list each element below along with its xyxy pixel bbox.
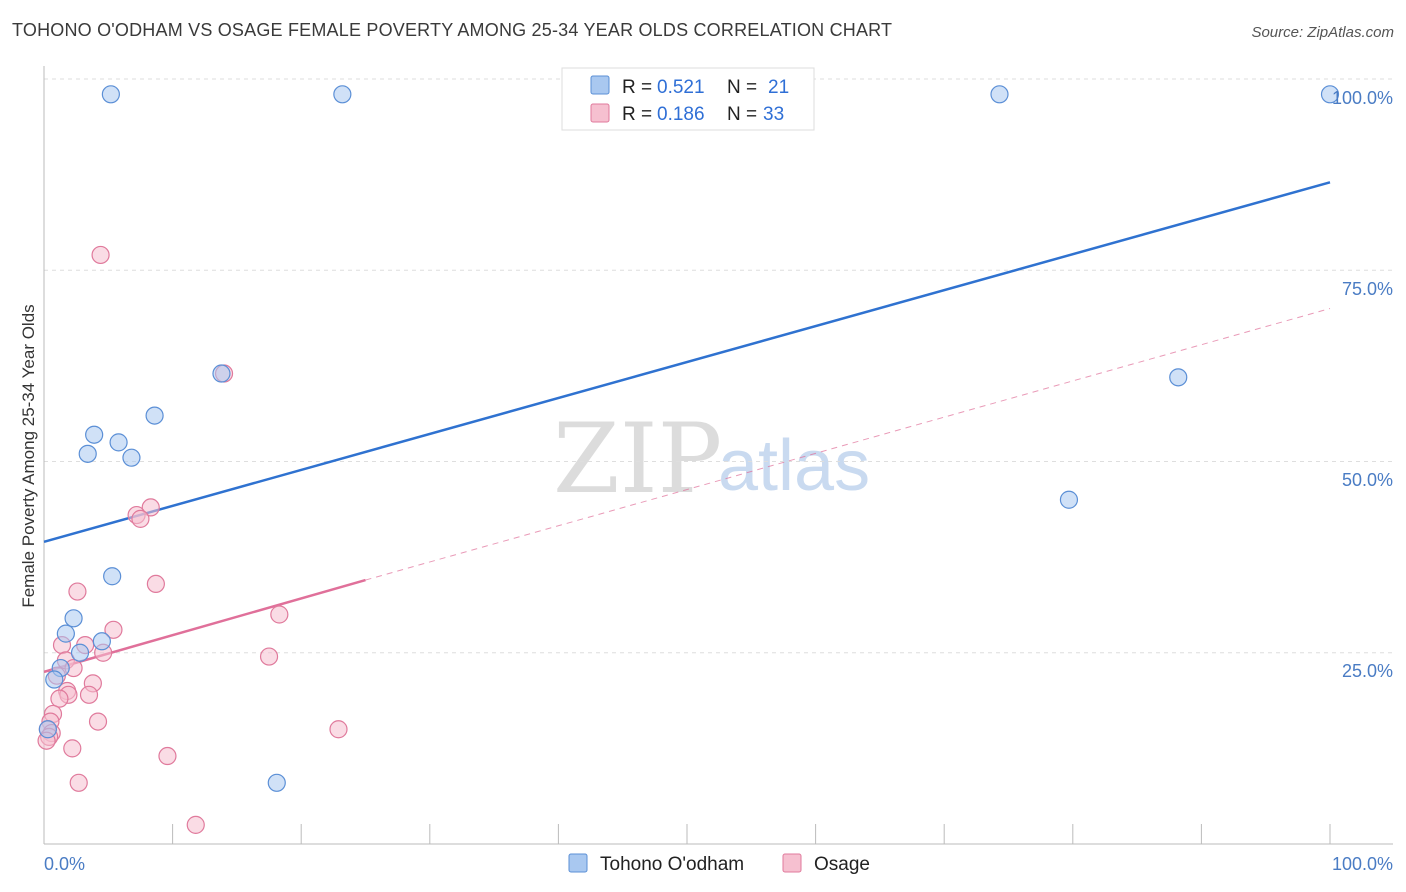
osage-point-19: [79, 685, 99, 704]
watermark-atlas: atlas: [718, 426, 870, 506]
osage-point-29: [158, 746, 177, 766]
tohono-point-20: [267, 773, 286, 792]
tohono-point-6: [145, 406, 164, 425]
osage-point-28: [63, 739, 82, 758]
data-points: [37, 85, 1340, 834]
tohono-point-11: [1059, 490, 1079, 509]
gridlines: [44, 78, 1393, 654]
legend-n-label-tohono: N =: [727, 77, 757, 98]
tohono-point-4: [212, 364, 231, 383]
osage-point-5: [146, 574, 165, 594]
bottom-legend-label-osage: Osage: [814, 854, 870, 875]
tohono-trend-line: [43, 181, 1331, 544]
watermark-zip: ZIP: [553, 403, 722, 515]
x-tick-label-max: 100.0%: [1332, 854, 1393, 874]
tohono-point-9: [78, 444, 97, 463]
bottom-legend-swatch-osage: [782, 853, 802, 873]
x-tick-label-min: 0.0%: [44, 854, 85, 874]
tohono-point-15: [70, 643, 90, 662]
y-tick-label-100: 100.0%: [1332, 88, 1393, 108]
legend: R = 0.521 N = 21 R = 0.186 N = 33: [561, 67, 815, 131]
source-label: Source: ZipAtlas.com: [1251, 24, 1394, 41]
tohono-point-19: [38, 720, 57, 739]
tohono-point-12: [103, 567, 122, 586]
tohono-point-16: [92, 632, 111, 651]
legend-n-label-osage: N =: [727, 104, 757, 125]
osage-point-2: [141, 498, 160, 517]
y-tick-label-75: 75.0%: [1342, 279, 1393, 299]
osage-point-6: [68, 582, 87, 601]
tohono-point-13: [64, 609, 83, 628]
tohono-point-18: [45, 670, 64, 689]
osage-point-20: [50, 689, 69, 708]
legend-r-label-osage: R =: [622, 104, 652, 125]
legend-r-value-tohono: 0.521: [657, 77, 705, 98]
bottom-legend-swatch-tohono: [568, 853, 588, 873]
osage-point-23: [88, 712, 108, 731]
bottom-legend: Tohono O'odham Osage: [568, 853, 870, 875]
osage-point-31: [186, 815, 205, 834]
y-tick-label-50: 50.0%: [1342, 470, 1393, 490]
bottom-legend-label-tohono: Tohono O'odham: [600, 854, 744, 875]
tohono-point-7: [85, 425, 104, 444]
osage-point-8: [104, 620, 123, 639]
osage-point-0: [91, 245, 110, 265]
legend-swatch-osage: [590, 103, 610, 123]
tohono-point-2: [990, 85, 1009, 104]
osage-trend-line: [43, 578, 366, 674]
legend-n-value-osage: 33: [763, 104, 784, 125]
chart-title: TOHONO O'ODHAM VS OSAGE FEMALE POVERTY A…: [12, 20, 893, 40]
tohono-point-10: [122, 448, 141, 467]
tohono-point-1: [333, 85, 352, 104]
osage-point-12: [259, 647, 279, 666]
legend-n-value-tohono: 21: [768, 77, 789, 98]
tohono-point-3: [1320, 85, 1340, 104]
legend-r-value-osage: 0.186: [657, 104, 705, 125]
osage-point-7: [270, 605, 289, 624]
osage-trend-line-extension: [365, 308, 1331, 581]
osage-point-4: [131, 509, 150, 528]
tohono-point-14: [56, 624, 75, 643]
osage-point-30: [69, 773, 88, 792]
tohono-point-5: [1169, 368, 1188, 387]
osage-point-26: [329, 720, 348, 739]
legend-r-label-tohono: R =: [622, 77, 652, 98]
y-axis-label: Female Poverty Among 25-34 Year Olds: [19, 304, 38, 607]
legend-swatch-tohono: [590, 75, 610, 95]
tohono-point-0: [101, 85, 120, 104]
tohono-point-8: [109, 433, 128, 452]
y-tick-label-25: 25.0%: [1342, 661, 1393, 681]
